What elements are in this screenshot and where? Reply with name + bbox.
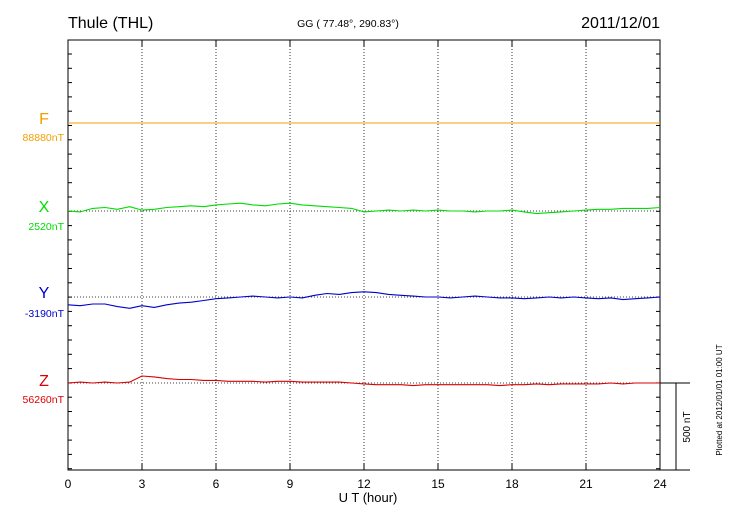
- scale-bar: 500 nT: [660, 382, 693, 471]
- series-labels: F 88880nT X 2520nT Y -3190nT Z 56260nT: [23, 111, 65, 406]
- y-axis-minor-ticks: [68, 53, 660, 470]
- x-tick-label-18: 18: [505, 477, 519, 491]
- station-coordinates: GG ( 77.48°, 290.83°): [297, 18, 399, 30]
- series-layer: [67, 122, 661, 387]
- x-tick-label-24: 24: [653, 477, 667, 491]
- x-tick-label-21: 21: [579, 477, 593, 491]
- vertical-grid-lines: [141, 40, 587, 470]
- x-tick-label-6: 6: [213, 477, 220, 491]
- series-name-Z: Z: [39, 373, 49, 390]
- series-baseline-value-F: 88880nT: [23, 132, 65, 144]
- series-line-Z: [67, 375, 660, 387]
- plotted-at-note: Plotted at 2012/01/01 01:00 UT: [715, 344, 724, 455]
- x-tick-label-12: 12: [357, 477, 371, 491]
- series-line-X: [67, 202, 661, 215]
- station-title: Thule (THL): [68, 15, 153, 32]
- x-axis-ticks: [67, 40, 661, 470]
- series-baseline-value-Z: 56260nT: [23, 394, 65, 406]
- series-baseline-value-Y: -3190nT: [25, 308, 65, 320]
- x-tick-label-3: 3: [139, 477, 146, 491]
- x-tick-label-15: 15: [431, 477, 445, 491]
- x-axis-label: U T (hour): [339, 490, 398, 505]
- x-tick-label-9: 9: [287, 477, 294, 491]
- plot-frame: [67, 39, 661, 471]
- scale-bar-label: 500 nT: [682, 411, 693, 442]
- x-tick-label-0: 0: [65, 477, 72, 491]
- plot-date: 2011/12/01: [581, 15, 660, 32]
- series-name-F: F: [39, 111, 49, 128]
- series-name-X: X: [39, 199, 50, 216]
- series-baseline-value-X: 2520nT: [28, 221, 64, 233]
- series-line-Y: [67, 291, 661, 309]
- series-name-Y: Y: [39, 285, 50, 302]
- x-axis-tick-labels: 0 3 6 9 12 15 18 21 24: [65, 477, 667, 491]
